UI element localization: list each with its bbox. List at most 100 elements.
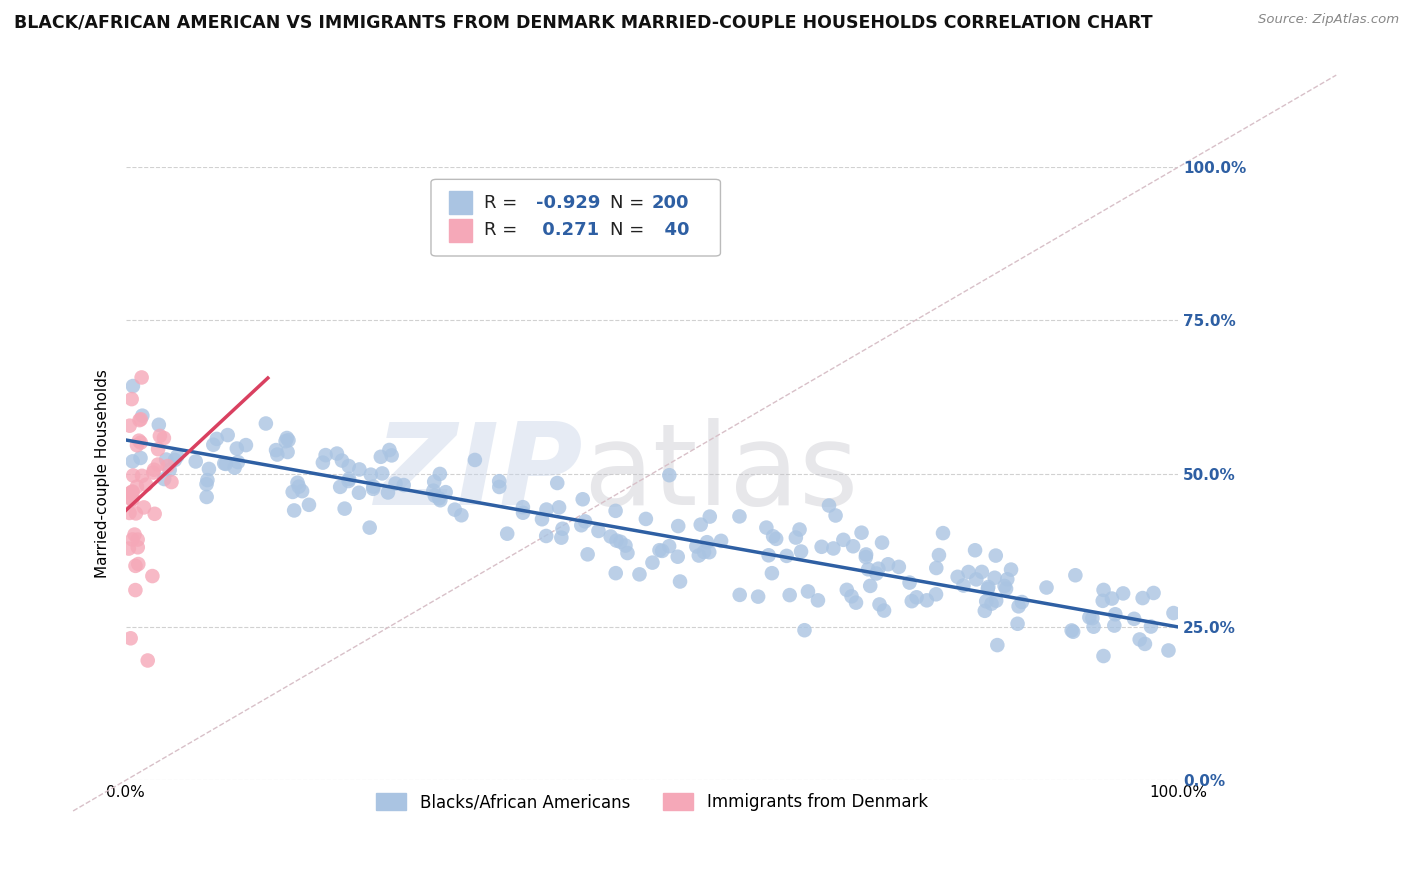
Point <box>384 476 406 491</box>
Point <box>274 434 297 449</box>
Text: R =: R = <box>484 221 523 239</box>
Point <box>1101 591 1123 606</box>
Point <box>125 479 148 493</box>
Text: -0.929: -0.929 <box>536 194 600 211</box>
Point <box>599 529 621 543</box>
Point <box>995 582 1018 596</box>
Point <box>155 452 177 467</box>
Point <box>1083 620 1105 634</box>
Point <box>870 535 893 549</box>
Point <box>143 463 166 477</box>
Point <box>977 582 1000 596</box>
Point <box>349 462 371 476</box>
Point <box>569 518 592 533</box>
Point <box>159 463 181 477</box>
Point <box>124 527 146 541</box>
Point <box>965 573 987 587</box>
Point <box>984 549 1007 563</box>
Point <box>1000 563 1022 577</box>
Point <box>536 502 558 516</box>
Text: BLACK/AFRICAN AMERICAN VS IMMIGRANTS FROM DENMARK MARRIED-COUPLE HOUSEHOLDS CORR: BLACK/AFRICAN AMERICAN VS IMMIGRANTS FRO… <box>14 13 1153 31</box>
Point <box>163 453 186 467</box>
Point <box>710 533 733 548</box>
Point <box>198 462 221 476</box>
Point <box>488 474 510 488</box>
Point <box>571 492 593 507</box>
Point <box>609 534 631 549</box>
Point <box>128 434 150 448</box>
Point <box>166 450 188 464</box>
Point <box>125 438 148 452</box>
Point <box>986 593 1008 607</box>
Point <box>576 547 599 561</box>
Point <box>124 558 146 573</box>
Point <box>1062 624 1084 639</box>
Point <box>807 593 830 607</box>
Point <box>685 540 707 554</box>
Point <box>658 468 681 483</box>
Point <box>1011 595 1033 609</box>
Point <box>136 653 159 667</box>
Point <box>118 506 141 520</box>
Point <box>977 580 1000 594</box>
Point <box>392 478 415 492</box>
Point <box>818 499 841 513</box>
Point <box>688 549 710 563</box>
Point <box>973 604 995 618</box>
Point <box>995 572 1018 586</box>
Point <box>360 467 382 482</box>
Point <box>122 468 145 483</box>
Point <box>129 435 152 450</box>
Point <box>728 588 751 602</box>
Point <box>530 512 553 526</box>
Point <box>793 624 815 638</box>
Point <box>195 490 218 504</box>
Point <box>666 519 689 533</box>
Point <box>785 531 807 545</box>
Point <box>370 450 392 464</box>
Point <box>859 579 882 593</box>
Point <box>429 467 451 481</box>
Point <box>963 543 986 558</box>
Point <box>1104 618 1126 632</box>
Point <box>869 598 891 612</box>
Point <box>832 533 855 547</box>
Point <box>588 524 610 538</box>
Point <box>1129 632 1152 647</box>
Point <box>205 432 228 446</box>
Point <box>658 539 681 553</box>
Point <box>1140 619 1163 633</box>
Point <box>298 498 321 512</box>
Point <box>865 566 887 581</box>
Point <box>266 448 288 462</box>
Point <box>197 473 219 487</box>
Point <box>224 460 246 475</box>
Point <box>762 529 785 543</box>
Point <box>928 548 950 562</box>
Point <box>359 521 381 535</box>
Point <box>1104 607 1126 622</box>
Text: 40: 40 <box>652 221 689 239</box>
Point <box>932 526 955 541</box>
Point <box>121 454 143 468</box>
Point <box>337 472 360 486</box>
Point <box>628 567 651 582</box>
FancyBboxPatch shape <box>449 191 472 214</box>
Point <box>146 458 169 472</box>
Point <box>264 443 287 458</box>
Point <box>131 409 153 423</box>
Point <box>225 442 247 456</box>
Point <box>488 480 510 494</box>
Point <box>127 557 149 571</box>
Point <box>648 543 671 558</box>
Point <box>121 392 143 406</box>
Point <box>761 566 783 581</box>
Point <box>142 466 165 480</box>
Point <box>974 594 997 608</box>
Point <box>824 508 846 523</box>
Point <box>214 457 236 471</box>
Point <box>1112 586 1135 600</box>
Point <box>693 545 716 559</box>
Point <box>789 523 811 537</box>
Point <box>281 485 304 500</box>
